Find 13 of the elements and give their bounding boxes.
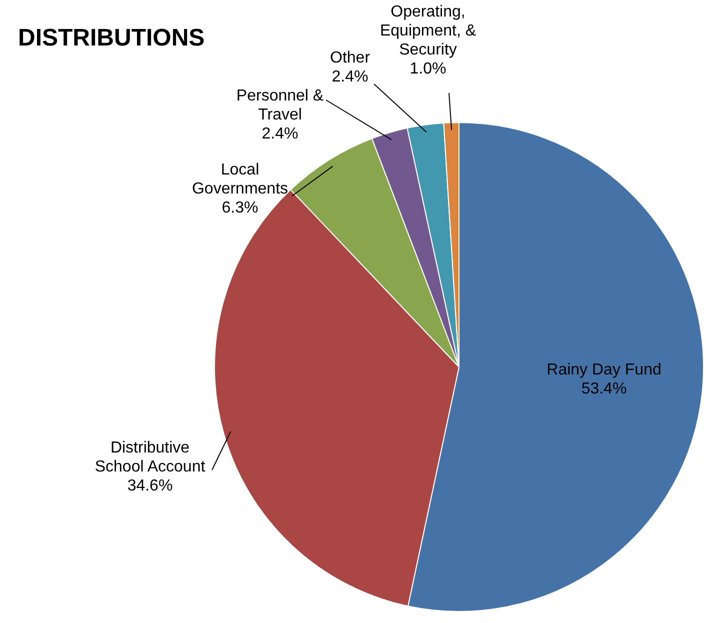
- data-label: 2.4%: [332, 68, 368, 86]
- data-label: 53.4%: [581, 380, 627, 398]
- slice-label: Other: [330, 49, 371, 66]
- data-label: 6.3%: [222, 199, 258, 216]
- data-label: 2.4%: [262, 125, 298, 142]
- text: DISTRIBUTIONS: [18, 24, 205, 52]
- slice-label: Personnel & Travel: [236, 87, 324, 124]
- slice-label: Distributive School Account: [94, 439, 206, 476]
- slice-label: Local Governments: [192, 161, 288, 198]
- slice-label: Operating, Equipment, & Security: [380, 3, 476, 58]
- data-label: 34.6%: [127, 477, 173, 494]
- slice-label: Rainy Day Fund: [546, 361, 662, 378]
- data-label: 1.0%: [410, 60, 446, 78]
